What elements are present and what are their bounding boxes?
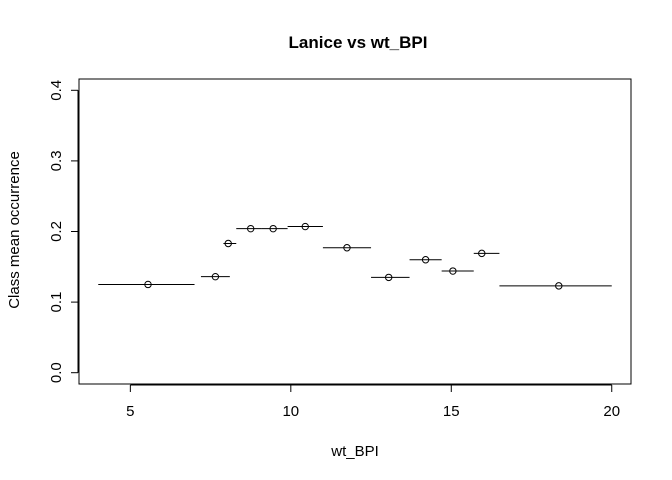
x-tick-label: 15 xyxy=(443,403,460,420)
class-mean-point xyxy=(421,256,430,264)
x-tick-label: 10 xyxy=(282,403,299,420)
chart-title: Lanice vs wt_BPI xyxy=(289,33,428,52)
x-tick-label: 20 xyxy=(603,403,620,420)
class-mean-point xyxy=(246,224,255,233)
y-tick-label: 0.0 xyxy=(48,362,65,383)
y-tick-label: 0.2 xyxy=(48,221,65,242)
class-mean-point xyxy=(144,280,152,289)
class-mean-point xyxy=(269,224,277,233)
y-tick-label: 0.1 xyxy=(48,292,65,313)
class-mean-point xyxy=(384,273,393,282)
class-mean-point xyxy=(224,239,232,248)
plot-frame xyxy=(78,78,632,385)
y-tick-label: 0.4 xyxy=(48,80,65,101)
class-mean-point xyxy=(343,244,351,252)
x-axis-label: wt_BPI xyxy=(330,443,379,460)
y-axis: 0.0 0.1 0.2 0.3 0.4 xyxy=(48,80,79,383)
y-axis-label: Class mean occurrence xyxy=(6,151,23,309)
marks xyxy=(98,222,612,290)
x-tick-label: 5 xyxy=(126,403,134,420)
class-mean-point xyxy=(555,282,563,290)
x-axis: 5 10 15 20 xyxy=(126,384,620,420)
class-mean-point xyxy=(478,249,486,258)
y-tick-label: 0.3 xyxy=(48,150,65,171)
class-mean-point xyxy=(211,272,220,281)
class-mean-point xyxy=(301,222,309,231)
class-mean-point xyxy=(449,267,457,275)
